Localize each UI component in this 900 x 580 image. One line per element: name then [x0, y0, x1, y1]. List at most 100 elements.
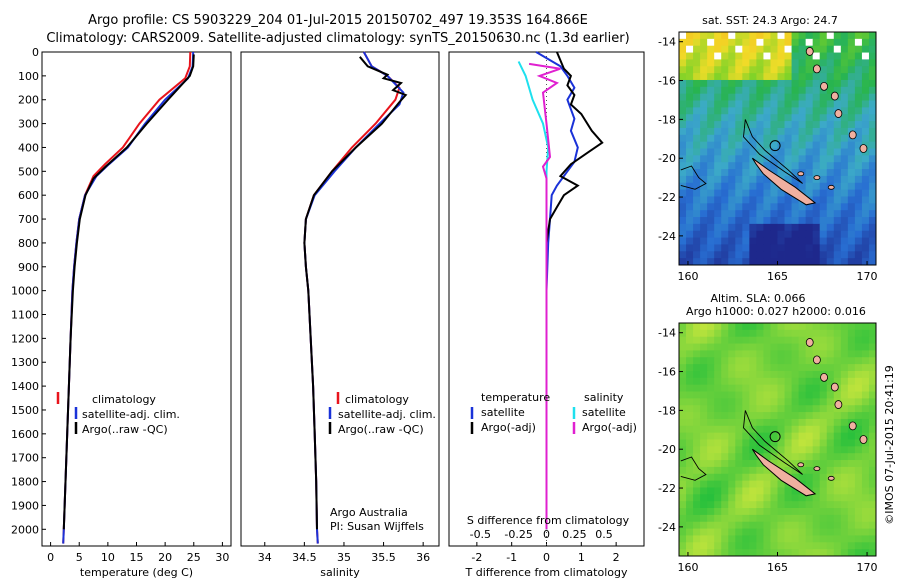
map-cell [707, 59, 715, 67]
map-cell [784, 134, 792, 143]
map-cell [763, 501, 771, 509]
map-cell [749, 528, 757, 536]
map-cell [777, 418, 785, 427]
island-loyalty [827, 475, 835, 481]
map-cell [721, 453, 729, 461]
map-cell [847, 439, 856, 447]
map-cell [770, 542, 778, 550]
map-cell [693, 377, 701, 386]
map-cell [756, 93, 764, 101]
map-cell [721, 32, 729, 40]
map-cell [798, 141, 807, 149]
map-cell [721, 182, 729, 191]
map-cell [686, 453, 694, 461]
map-cell [700, 121, 708, 129]
map-cell [735, 210, 743, 218]
map-cell [728, 73, 736, 81]
island-vanuatu [830, 91, 839, 101]
map-cell [735, 446, 743, 454]
map-cell [798, 38, 807, 47]
map-cell [770, 251, 778, 259]
map-cell [756, 217, 764, 225]
map-cell [693, 453, 701, 461]
map-cell [770, 514, 778, 523]
map-cell [854, 223, 863, 232]
map-cell [784, 45, 792, 53]
map-cell [777, 384, 785, 392]
map-cell [700, 521, 708, 529]
map-cell [763, 453, 771, 461]
map-cell [805, 323, 814, 331]
map-cell [833, 134, 842, 143]
map-cell [721, 350, 729, 358]
map-cell [798, 210, 807, 218]
map-cell [784, 59, 792, 67]
map-cell [714, 377, 722, 386]
map-cell [749, 141, 757, 149]
map-cell [868, 45, 877, 53]
map-cell [854, 134, 863, 143]
map-cell [763, 121, 771, 129]
map-cell [861, 100, 870, 108]
y-tick-label: 1800 [11, 476, 39, 489]
map-cell [784, 175, 792, 184]
map-cell [777, 32, 785, 40]
map-cell [847, 237, 856, 245]
legend-climatology: climatology [345, 393, 409, 406]
map-cell [735, 237, 743, 245]
map-cell [777, 494, 785, 502]
y-tick-label: 500 [18, 165, 39, 178]
map-cell [812, 501, 821, 509]
map-cell [805, 32, 814, 40]
map-cell [861, 32, 870, 40]
map-cell [714, 86, 722, 95]
series-line-sal_argo [528, 62, 561, 530]
island-vanuatu [813, 355, 821, 365]
map-cell [721, 398, 729, 406]
map-cell [742, 460, 750, 468]
map-cell [714, 418, 722, 427]
map-cell [749, 432, 757, 440]
map-cell [798, 357, 807, 365]
map-cell [742, 439, 750, 447]
reef-outline [743, 410, 803, 475]
map-cell [798, 203, 807, 211]
map-cell [686, 237, 694, 245]
map-cell [763, 244, 771, 252]
map-cell [784, 494, 792, 502]
map-cell [770, 370, 778, 379]
x-tick-label: 36 [416, 551, 430, 564]
map-cell [777, 487, 785, 495]
map-cell [784, 466, 792, 475]
map-cell [840, 384, 849, 392]
map-cell [861, 169, 870, 177]
map-cell [700, 230, 708, 238]
map-cell [777, 405, 785, 413]
map-cell [847, 398, 856, 406]
map-cell [833, 32, 842, 40]
map-cell [847, 336, 856, 344]
map-cell [861, 93, 870, 101]
map-cell [756, 377, 764, 386]
map-cell [735, 501, 743, 509]
y-tick-label: 2000 [11, 523, 39, 536]
map-cell [777, 432, 785, 440]
map-cell [847, 535, 856, 543]
series-line-sat [62, 51, 195, 544]
map-cell [861, 114, 870, 122]
map-cell [833, 100, 842, 108]
map-cell [861, 391, 870, 399]
map-cell [763, 73, 771, 81]
map-cell [756, 196, 764, 204]
map-cell [693, 418, 701, 427]
map-cell [700, 189, 708, 197]
map-cell [847, 329, 856, 338]
map-cell [861, 466, 870, 475]
map-cell [819, 244, 828, 252]
map-cell [714, 217, 722, 225]
x-tick-label: -2 [471, 551, 482, 564]
map-cell [861, 446, 870, 454]
map-cell [721, 528, 729, 536]
map-cell [707, 114, 715, 122]
map-cell [700, 508, 708, 516]
